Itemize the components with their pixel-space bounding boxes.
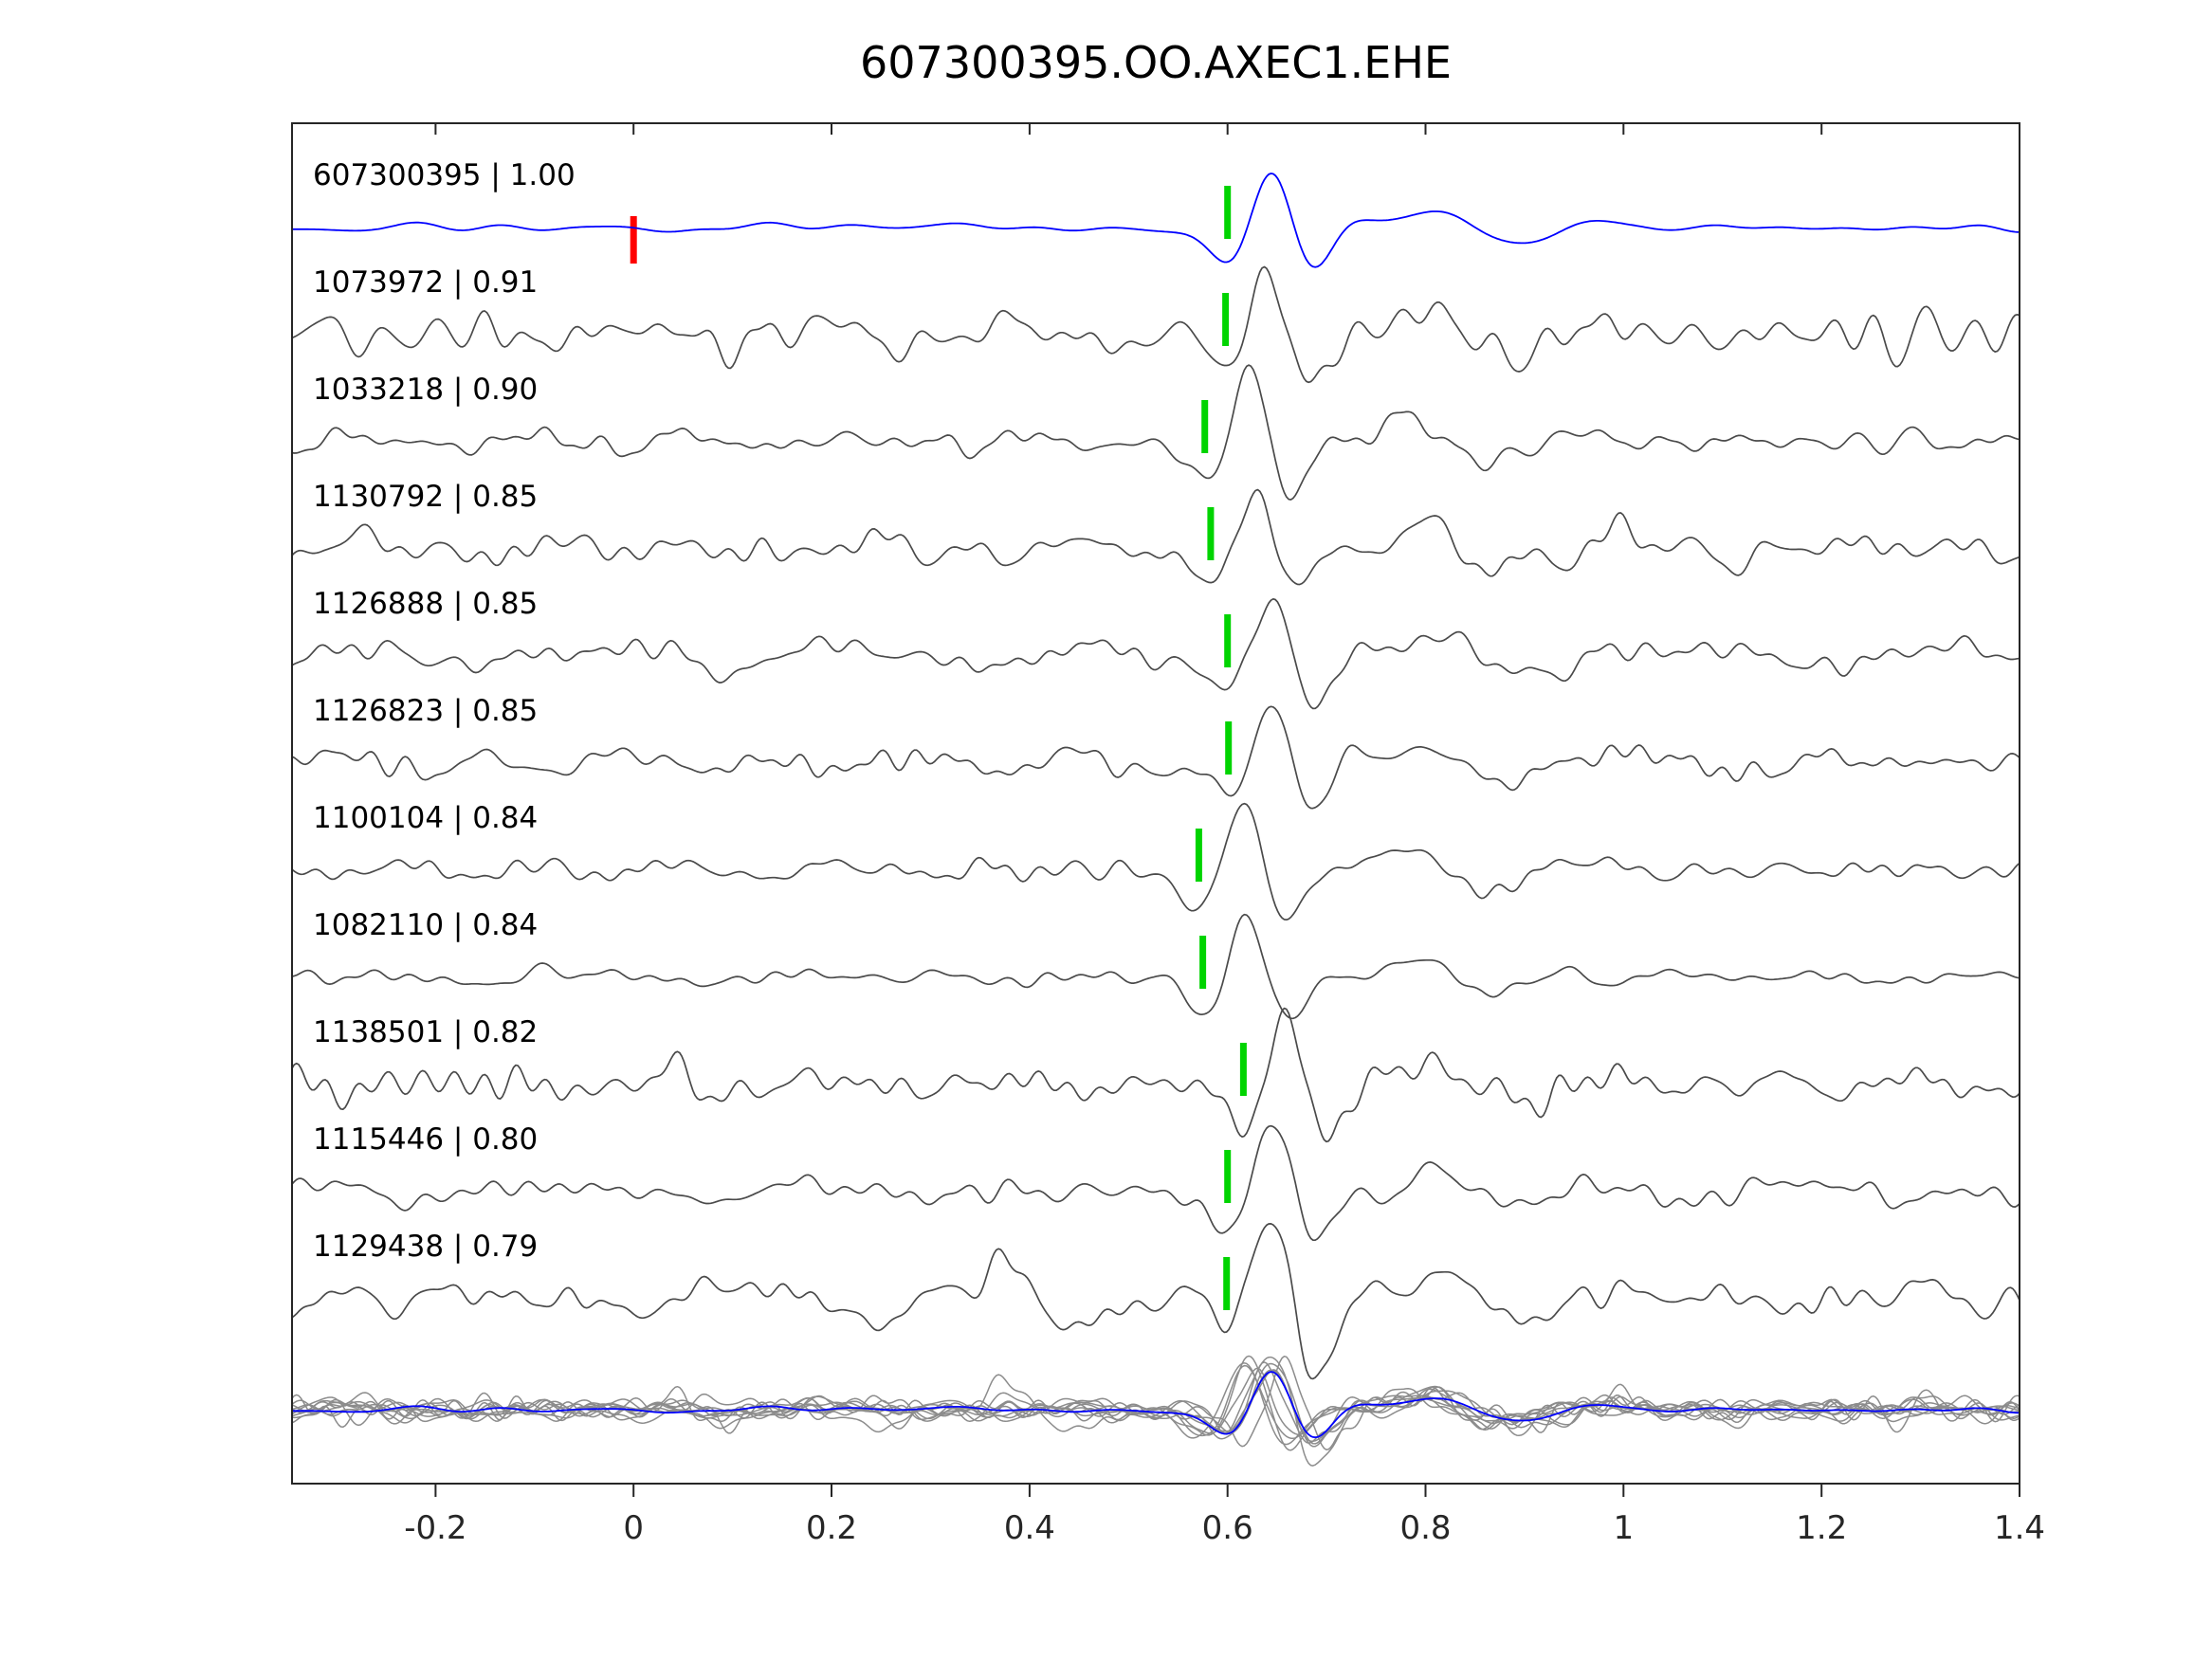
plot-title: 607300395.OO.AXEC1.EHE	[860, 37, 1452, 88]
x-tick-label: 0.8	[1399, 1509, 1451, 1547]
overlay-waveform-path	[292, 1369, 2020, 1448]
detection-waveform-path	[292, 913, 2020, 1020]
trace-label: 1100104 | 0.84	[313, 801, 538, 835]
x-tick-label: 1	[1613, 1509, 1634, 1547]
x-tick-label: 0	[623, 1509, 644, 1547]
detection-waveform-path	[292, 364, 2020, 501]
overlay-template-waveform-path	[292, 1371, 2020, 1439]
detection-waveform-path	[292, 1223, 2020, 1380]
detection-waveform-path	[292, 1124, 2020, 1242]
trace-labels-layer: 607300395 | 1.00 1073972 | 0.91 1033218 | …	[313, 158, 576, 1264]
overlay-waveform-path	[292, 1367, 2020, 1435]
trace-label: 1126888 | 0.85	[313, 587, 538, 621]
trace-label: 607300395 | 1.00	[313, 158, 576, 192]
trace-label: 1073972 | 0.91	[313, 265, 538, 300]
trace-label: 1130792 | 0.85	[313, 480, 538, 514]
trace-label: 1126823 | 0.85	[313, 694, 538, 728]
trace-label: 1082110 | 0.84	[313, 908, 538, 942]
detection-waveform-path	[292, 488, 2020, 586]
x-tick-label: 1.2	[1796, 1509, 1847, 1547]
template-waveform-path	[292, 173, 2020, 268]
axis-layer: -0.2 0 0.2 0.4 0.6 0.8 1 1.2 1.4	[404, 123, 2045, 1547]
plot-frame	[291, 122, 2020, 1485]
trace-label: 1129438 | 0.79	[313, 1230, 538, 1264]
detection-waveform-path	[292, 802, 2020, 921]
trace-label: 1033218 | 0.90	[313, 373, 538, 407]
overlay-waveform-path	[292, 1355, 2020, 1450]
detection-waveform-path	[292, 705, 2020, 810]
x-tick-label: 0.6	[1202, 1509, 1253, 1547]
trace-label: 1115446 | 0.80	[313, 1122, 538, 1157]
x-tick-label: 0.4	[1004, 1509, 1055, 1547]
trace-label: 1138501 | 0.82	[313, 1015, 538, 1049]
x-tick-label: 0.2	[806, 1509, 857, 1547]
x-tick-label: 1.4	[1994, 1509, 2045, 1547]
x-tick-label: -0.2	[404, 1509, 466, 1547]
overlay-waveform-path	[292, 1362, 2020, 1446]
detection-waveform-path	[292, 597, 2020, 710]
traces-layer	[292, 173, 2020, 1467]
overlay-waveform-path	[292, 1362, 2020, 1445]
detection-waveform-path	[292, 265, 2020, 384]
detection-waveform-path	[292, 1007, 2020, 1143]
